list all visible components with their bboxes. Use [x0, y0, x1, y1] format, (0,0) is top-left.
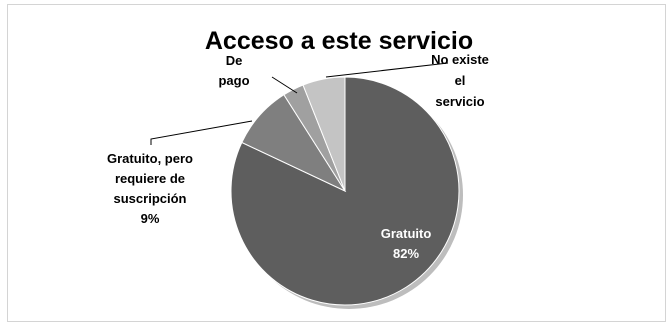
leader-lines	[150, 62, 449, 145]
slice-label-2: Gratuito, pero requiere de suscripción 9%	[107, 151, 193, 226]
slice-label-line: Gratuito, pero	[107, 151, 193, 166]
slice-label-line: requiere de	[115, 171, 185, 186]
pie-chart: Acceso a este servicio Gratuito 82%Gratui…	[107, 27, 489, 309]
slice-label-line: suscripción	[114, 191, 187, 206]
slice-label-line: 9%	[141, 211, 160, 226]
slice-label-1: Gratuito 82%	[381, 226, 432, 261]
slice-label-3: De pago	[218, 53, 249, 88]
slice-label-line: No existe	[431, 52, 489, 67]
slice-label-line: De	[226, 53, 243, 68]
leader-line-4	[325, 62, 449, 78]
chart-title: Acceso a este servicio	[205, 27, 473, 55]
slice-labels: Gratuito 82% Gratuito, pero requiere de susc…	[107, 52, 489, 261]
slice-label-line: pago	[218, 73, 249, 88]
slice-label-line: Gratuito	[381, 226, 432, 241]
slice-label-4: No existe el servicio	[431, 52, 489, 109]
slice-label-line: el	[455, 73, 466, 88]
chart-area: Acceso a este servicio Gratuito 82% Gratui…	[7, 4, 666, 322]
pie-slice-4	[302, 76, 346, 192]
leader-line-2	[150, 120, 253, 145]
slice-label-line: 82%	[393, 246, 419, 261]
pie-slices	[230, 76, 460, 306]
slice-label-line: servicio	[435, 94, 484, 109]
leader-line-3	[271, 76, 298, 94]
